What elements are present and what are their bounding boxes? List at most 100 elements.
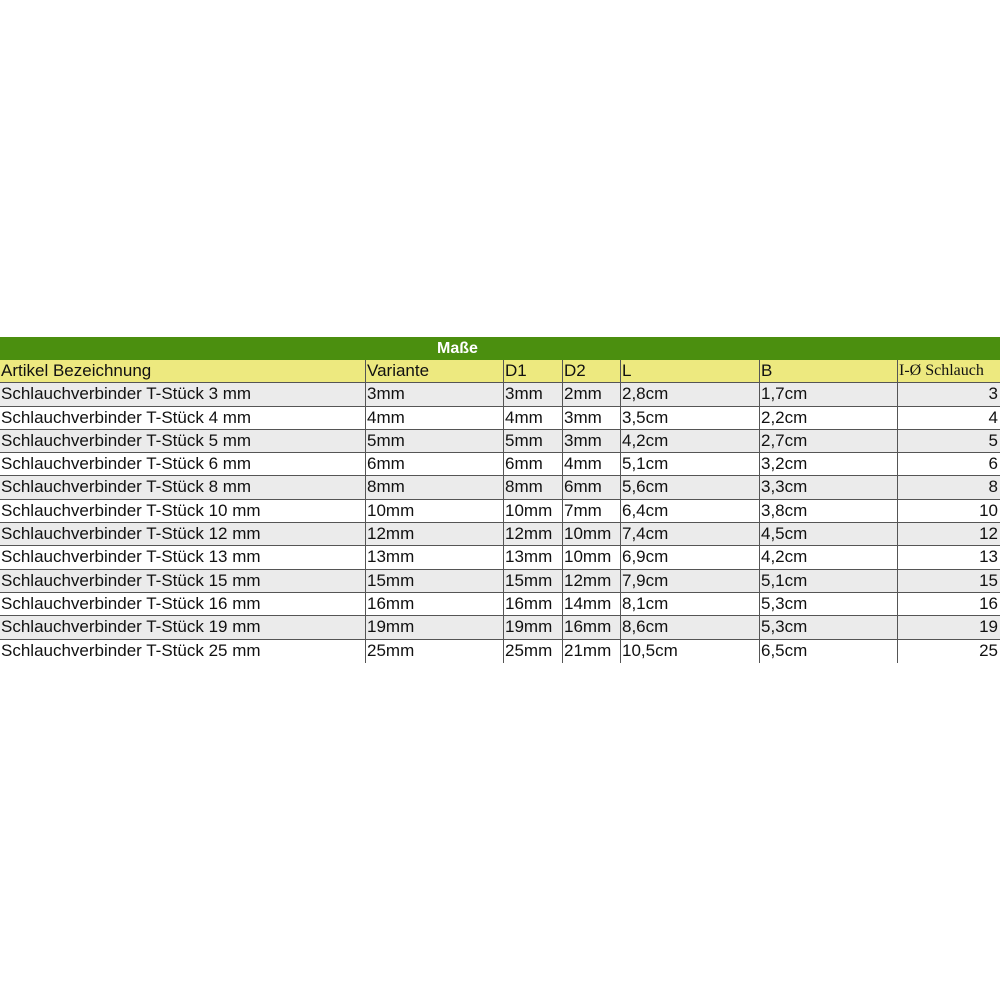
table-cell: 6,9cm [620,546,759,569]
table-row: Schlauchverbinder T-Stück 13 mm 13mm 13mm 1… [0,546,1000,570]
header-cell: D1 [503,360,562,383]
table-cell: 10mm [562,523,620,546]
table-cell: 19mm [365,616,503,639]
table-row: Schlauchverbinder T-Stück 5 mm 5mm 5mm 3mm 4… [0,429,1000,454]
table-cell: Schlauchverbinder T-Stück 12 mm [1,524,261,544]
table-cell: 4,5cm [759,523,897,546]
table-cell: Schlauchverbinder T-Stück 15 mm [1,570,261,590]
table-cell: 15 [897,569,1000,592]
table-cell: 10mm [503,499,562,523]
table-cell: 5,6cm [620,476,759,499]
table-cell: 15mm [365,569,503,592]
table-row: Schlauchverbinder T-Stück 3 mm 3mm 3mm 2mm 2… [0,383,1000,407]
table-cell: 5,3cm [759,616,897,639]
table-cell: Schlauchverbinder T-Stück 3 mm [1,384,252,404]
table-cell: 10mm [365,499,503,523]
table-cell: 16mm [365,592,503,616]
table-cell: 8,1cm [620,592,759,616]
table-cell: 3,8cm [759,499,897,523]
table-cell: 19 [897,616,1000,639]
table-cell: Schlauchverbinder T-Stück 13 mm [1,547,261,567]
table-cell: 1,7cm [759,383,897,406]
table-cell: 6,5cm [759,639,897,663]
table-cell: 3mm [365,383,503,406]
table-cell: 3 [897,383,1000,406]
table-cell: 10mm [562,546,620,569]
table-row: Schlauchverbinder T-Stück 25 mm 25mm 25mm 2… [0,639,1000,663]
table-cell: Schlauchverbinder T-Stück 19 mm [1,617,261,637]
table-cell: 7,9cm [620,569,759,592]
table-cell: 12 [897,523,1000,546]
table-cell: 3mm [562,406,620,429]
table-body: Schlauchverbinder T-Stück 3 mm 3mm 3mm 2mm 2… [0,383,1000,663]
dimensions-table: Maße Artikel Bezeichnung Variante D1 D2 … [0,337,1000,663]
table-cell: 16mm [562,616,620,639]
table-cell: 16mm [503,592,562,616]
header-cell: D2 [562,360,620,383]
table-cell: 2,8cm [620,383,759,406]
table-cell: 16 [897,592,1000,616]
table-cell: 3mm [503,383,562,406]
header-cell: Artikel Bezeichnung [1,361,152,380]
table-title-bar: Maße [0,337,1000,360]
table-cell: 3,2cm [759,453,897,476]
table-cell: 5mm [503,429,562,453]
table-cell: 25mm [503,639,562,663]
table-cell: 6,4cm [620,499,759,523]
table-cell: Schlauchverbinder T-Stück 5 mm [1,430,252,450]
table-cell: Schlauchverbinder T-Stück 16 mm [1,593,261,613]
table-cell: 14mm [562,592,620,616]
table-cell: 5,3cm [759,592,897,616]
header-cell: B [759,360,897,383]
table-row: Schlauchverbinder T-Stück 12 mm 12mm 12mm 1… [0,523,1000,547]
header-cell: L [620,360,759,383]
table-cell: 5,1cm [620,453,759,476]
table-cell: 6 [897,453,1000,476]
table-row: Schlauchverbinder T-Stück 8 mm 8mm 8mm 6mm 5… [0,476,1000,500]
table-cell: 10,5cm [620,639,759,663]
table-row: Schlauchverbinder T-Stück 6 mm 6mm 6mm 4mm 5… [0,453,1000,477]
table-cell: 4,2cm [759,546,897,569]
table-cell: Schlauchverbinder T-Stück 25 mm [1,640,261,660]
table-cell: 12mm [503,523,562,546]
table-cell: 5mm [365,429,503,453]
table-cell: 13mm [503,546,562,569]
table-cell: Schlauchverbinder T-Stück 4 mm [1,407,252,427]
table-row: Schlauchverbinder T-Stück 19 mm 19mm 19mm 1… [0,616,1000,640]
table-cell: 13 [897,546,1000,569]
table-row: Schlauchverbinder T-Stück 4 mm 4mm 4mm 3mm 3… [0,406,1000,430]
header-cell: Variante [365,360,503,383]
header-cell: I-Ø Schlauch [897,360,1000,383]
table-cell: 2mm [562,383,620,406]
table-cell: 4mm [503,406,562,429]
table-cell: 19mm [503,616,562,639]
table-cell: 4,2cm [620,429,759,453]
table-cell: 25 [897,639,1000,663]
table-cell: 8mm [503,476,562,499]
table-cell: 8 [897,476,1000,499]
table-cell: 6mm [562,476,620,499]
table-title: Maße [437,340,478,357]
table-cell: 3,5cm [620,406,759,429]
table-cell: 4mm [562,453,620,476]
table-cell: 7,4cm [620,523,759,546]
table-cell: 12mm [562,569,620,592]
table-cell: 12mm [365,523,503,546]
table-row: Schlauchverbinder T-Stück 10 mm 10mm 10mm 7… [0,499,1000,524]
table-cell: 15mm [503,569,562,592]
table-cell: 5,1cm [759,569,897,592]
table-cell: 8mm [365,476,503,499]
table-cell: 4 [897,406,1000,429]
table-cell: 2,7cm [759,429,897,453]
table-row: Schlauchverbinder T-Stück 16 mm 16mm 16mm 1… [0,592,1000,617]
table-cell: 10 [897,499,1000,523]
table-cell: 5 [897,429,1000,453]
table-cell: Schlauchverbinder T-Stück 10 mm [1,500,261,520]
table-cell: Schlauchverbinder T-Stück 8 mm [1,477,252,497]
table-cell: 6mm [503,453,562,476]
header-row: Artikel Bezeichnung Variante D1 D2 L B I… [0,360,1000,384]
table-cell: 21mm [562,639,620,663]
table-cell: 6mm [365,453,503,476]
table-cell: 25mm [365,639,503,663]
table-row: Schlauchverbinder T-Stück 15 mm 15mm 15mm 1… [0,569,1000,593]
